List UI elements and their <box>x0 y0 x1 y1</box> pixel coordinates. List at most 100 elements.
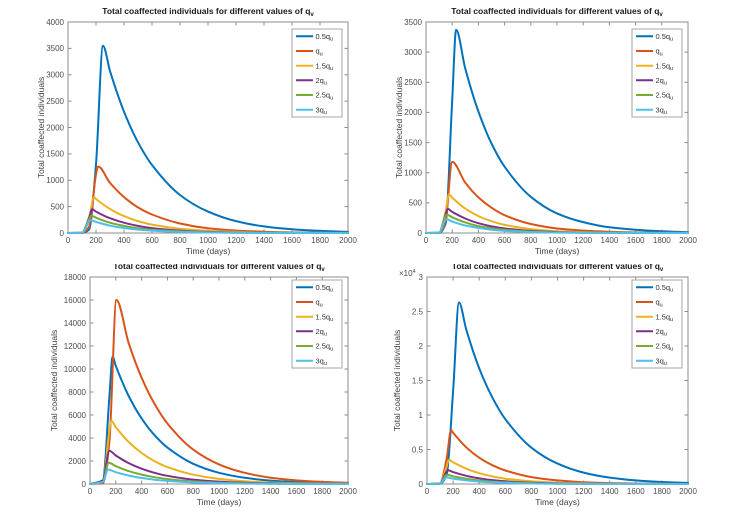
series-line-3qu <box>89 468 349 485</box>
legend-entry-label: 3qu <box>316 105 327 116</box>
legend-label-main: 0.5q <box>316 32 331 41</box>
y-axis-label: Total coaffected individuals <box>394 77 404 178</box>
legend-entry-label: qu <box>656 47 663 58</box>
y-tick-label: 0.5 <box>412 445 424 454</box>
x-tick-label: 400 <box>117 236 131 245</box>
legend-entry-label: 3qu <box>316 356 327 367</box>
chart-title: Total coaffected individuals for differe… <box>102 6 314 18</box>
legend-entry-label: 2qu <box>656 76 667 87</box>
y-tick-label: 2000 <box>404 108 422 117</box>
x-tick-label: 1800 <box>313 487 331 496</box>
chart-title: Total coaffected individuals for differe… <box>451 6 663 18</box>
legend-label-subscript: u <box>330 346 333 352</box>
legend-entry-label: 1.5qu <box>316 312 334 323</box>
plot-svg: 0 200 400 600 800 1000 1200 1400 1600 1800 2000 0 50… <box>394 6 697 256</box>
x-tick-label: 0 <box>424 236 429 245</box>
x-tick-label: 800 <box>187 487 201 496</box>
y-tick-label: 8000 <box>68 388 86 397</box>
y-tick-label: 500 <box>409 199 423 208</box>
legend-entry-label: qu <box>656 298 663 309</box>
subplot-bottom-left: 0 200 400 600 800 1000 1200 1400 1600 1800 2000 0 20… <box>0 264 374 527</box>
y-tick-label: 3000 <box>46 71 64 80</box>
legend-label-subscript: u <box>330 288 333 294</box>
legend-label-subscript: u <box>664 332 667 338</box>
legend-label-subscript: u <box>670 95 673 101</box>
chart-title-text: Total coaffected individuals for differe… <box>452 264 660 271</box>
y-tick-label: 1500 <box>46 150 64 159</box>
x-tick-label: 1200 <box>236 487 254 496</box>
y-tick-label: 2000 <box>46 123 64 132</box>
legend-label-subscript: u <box>324 110 327 116</box>
x-tick-label: 2000 <box>339 236 357 245</box>
y-tick-label: 16000 <box>64 296 87 305</box>
legend-label-main: 3q <box>656 356 664 365</box>
legend-label-main: 3q <box>316 356 324 365</box>
legend-label-subscript: u <box>324 81 327 87</box>
legend-label-main: 1.5q <box>316 312 331 321</box>
legend-entry-label: 0.5qu <box>656 32 674 43</box>
x-tick-label: 1400 <box>255 236 273 245</box>
x-tick-label: 1400 <box>601 236 619 245</box>
legend-entry-label: 2.5qu <box>316 91 334 102</box>
y-tick-label: 0 <box>419 480 424 489</box>
y-tick-label: 2 <box>419 342 424 351</box>
x-tick-label: 2000 <box>679 236 697 245</box>
plot-svg: 0 200 400 600 800 1000 1200 1400 1600 1800 2000 0 0.… <box>392 264 697 507</box>
legend-label-subscript: u <box>330 95 333 101</box>
legend-label-main: 1.5q <box>656 312 671 321</box>
y-axis-label: Total coaffected individuals <box>392 330 402 431</box>
legend-label-subscript: u <box>670 66 673 72</box>
y-tick-label: 4000 <box>46 18 64 27</box>
x-tick-label: 1200 <box>575 487 593 496</box>
legend-entry-label: 3qu <box>656 356 667 367</box>
y-tick-label: 2000 <box>68 457 86 466</box>
x-tick-label: 0 <box>88 487 93 496</box>
series-line-3qu <box>67 219 349 234</box>
y-axis-ticks: 0 500 1000 1500 2000 2500 3000 3500 <box>404 18 688 238</box>
chart-title-text: Total coaffected individuals for differe… <box>102 6 310 16</box>
legend-entry-label: 0.5qu <box>316 32 334 43</box>
x-tick-label: 400 <box>473 487 487 496</box>
chart-title-subscript: v <box>321 267 325 273</box>
y-tick-label: 3500 <box>404 18 422 27</box>
legend-label-main: 2.5q <box>316 342 331 351</box>
x-tick-label: 1000 <box>199 236 217 245</box>
legend-label-main: q <box>316 47 320 56</box>
subplot-bottom-right: 0 200 400 600 800 1000 1200 1400 1600 1800 2000 0 0.… <box>374 264 748 527</box>
x-axis-label: Time (days) <box>535 497 580 507</box>
series-line-0.5qu <box>89 355 349 485</box>
legend-label-main: 2q <box>656 76 664 85</box>
x-tick-label: 200 <box>446 236 460 245</box>
legend-entry-label: qu <box>316 47 323 58</box>
x-tick-label: 1000 <box>549 487 567 496</box>
x-tick-label: 1600 <box>288 487 306 496</box>
x-tick-label: 1000 <box>210 487 228 496</box>
y-tick-label: 3000 <box>404 48 422 57</box>
chart-title-subscript: v <box>659 12 663 18</box>
legend-border <box>631 28 683 118</box>
x-tick-label: 0 <box>425 487 430 496</box>
legend-entry-label: 2qu <box>316 76 327 87</box>
x-axis-label: Time (days) <box>197 497 242 507</box>
series-line-3qu <box>425 218 689 234</box>
multiplier-exponent: 4 <box>413 269 416 275</box>
x-tick-label: 1600 <box>283 236 301 245</box>
legend-entry-label: 2.5qu <box>316 342 334 353</box>
y-axis-label: Total coaffected individuals <box>49 330 59 431</box>
legend-entry-label: 2qu <box>316 327 327 338</box>
legend-label-subscript: u <box>664 110 667 116</box>
legend-entry-label: 1.5qu <box>656 61 674 72</box>
y-tick-label: 2.5 <box>412 307 424 316</box>
chart-title-subscript: v <box>660 267 664 273</box>
x-tick-label: 600 <box>161 487 175 496</box>
x-tick-label: 600 <box>498 236 512 245</box>
subplot-top-right: 0 200 400 600 800 1000 1200 1400 1600 1800 2000 0 50… <box>374 0 748 264</box>
y-tick-label: 0 <box>82 480 87 489</box>
legend-label-subscript: u <box>324 361 327 367</box>
y-tick-label: 1000 <box>46 176 64 185</box>
chart-title: Total coaffected individuals for differe… <box>113 264 325 273</box>
x-tick-label: 1400 <box>262 487 280 496</box>
